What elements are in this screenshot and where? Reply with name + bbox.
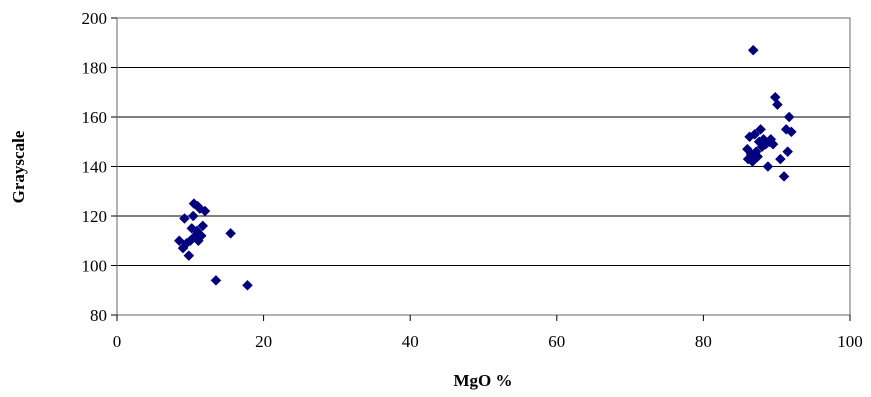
x-tick-label: 20 (255, 332, 272, 351)
data-point (747, 44, 759, 56)
data-point (762, 161, 774, 172)
data-point (210, 274, 222, 286)
data-point (772, 99, 783, 110)
data-point (197, 220, 209, 232)
y-tick-label: 100 (82, 257, 108, 276)
data-point (195, 230, 207, 242)
x-tick-label: 80 (695, 332, 712, 351)
ticks-layer: 80 100 120 140 160 180 200 0 20 40 60 80 100 (82, 9, 863, 351)
y-tick-label: 160 (82, 108, 108, 127)
data-point (179, 213, 190, 224)
data-point (755, 124, 766, 135)
x-tick-label: 60 (548, 332, 565, 351)
y-tick-label: 200 (82, 9, 108, 28)
x-axis-title: MgO % (453, 371, 512, 390)
data-point (782, 146, 794, 158)
points-layer (173, 44, 797, 291)
data-point (183, 250, 195, 261)
x-tick-label: 40 (402, 332, 419, 351)
data-point (778, 171, 790, 182)
x-tick-label: 100 (837, 332, 863, 351)
y-tick-label: 180 (82, 59, 108, 78)
data-point (775, 153, 786, 165)
data-point (767, 138, 779, 150)
y-tick-label: 140 (82, 158, 108, 177)
y-tick-label: 120 (82, 207, 108, 226)
data-point (749, 128, 761, 140)
data-point (752, 151, 763, 162)
y-axis-title: Grayscale (9, 130, 28, 203)
data-point (187, 210, 199, 222)
y-tick-label: 80 (90, 306, 107, 325)
data-point (242, 279, 253, 291)
x-tick-label: 0 (113, 332, 122, 351)
data-point (786, 126, 797, 138)
data-point (783, 111, 795, 123)
grid-layer (117, 67, 850, 266)
data-point (199, 205, 211, 217)
data-point (225, 227, 236, 239)
